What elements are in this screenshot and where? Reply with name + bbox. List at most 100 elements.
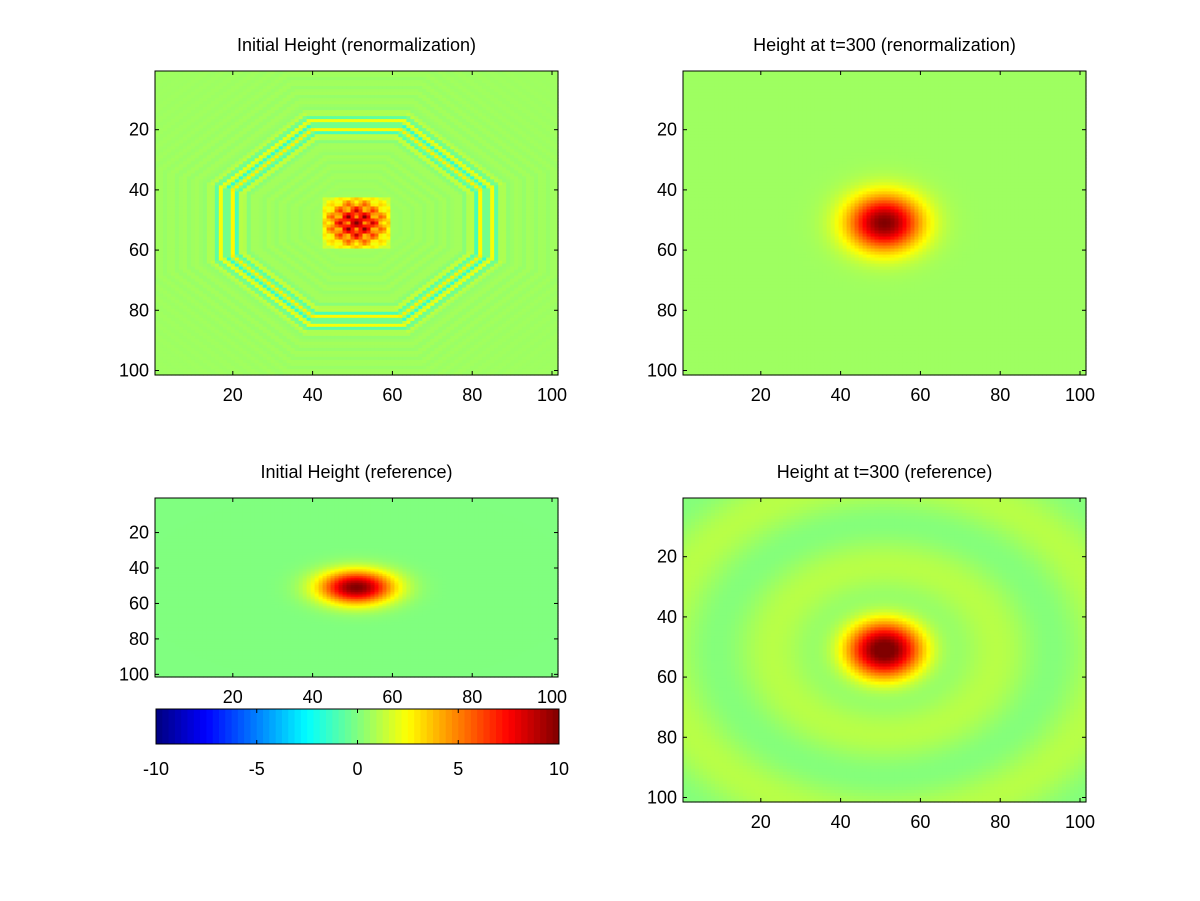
y-tick-label: 60	[657, 667, 677, 687]
colorbar-tick-label: 0	[352, 759, 362, 779]
colorbar-swatch	[414, 709, 421, 744]
y-tick-label: 100	[119, 664, 149, 684]
x-tick-label: 20	[223, 385, 243, 405]
axes-frame	[154, 497, 559, 678]
colorbar-swatch	[382, 709, 390, 744]
colorbar-swatch	[181, 709, 188, 744]
heatmap-cells	[155, 71, 559, 376]
x-tick-label: 20	[223, 687, 243, 707]
heatmap-cells	[155, 498, 559, 678]
colorbar-swatch	[407, 709, 415, 744]
x-tick-label: 100	[537, 687, 567, 707]
colorbar-swatch	[218, 709, 226, 744]
colorbar-swatch	[401, 709, 409, 744]
colorbar-swatch	[225, 709, 233, 744]
y-tick-label: 80	[657, 300, 677, 320]
colorbar-swatch	[351, 709, 358, 744]
colorbar-swatch	[496, 709, 503, 744]
heatmap-panel-4: 20 40 60 80 100 20 40 60 80 100 Height at t=300 (r…	[647, 462, 1095, 832]
y-tick-label: 60	[129, 240, 149, 260]
colorbar-swatch	[294, 709, 302, 744]
colorbar-swatch	[307, 709, 314, 744]
axes-frame	[682, 497, 1087, 803]
x-tick-label: 60	[910, 385, 930, 405]
y-tick-label: 100	[119, 360, 149, 380]
colorbar-swatch	[420, 709, 428, 744]
colorbar-swatch	[527, 709, 535, 744]
colorbar-swatch	[168, 709, 176, 744]
colorbar-swatch	[552, 709, 560, 744]
y-tick-label: 100	[647, 360, 677, 380]
colorbar-swatch	[231, 709, 239, 744]
chart-title: Initial Height (renormalization)	[237, 35, 476, 55]
colorbar-swatch	[521, 709, 529, 744]
y-tick-label: 80	[129, 300, 149, 320]
colorbar-swatch	[546, 709, 554, 744]
colorbar-swatch	[514, 709, 522, 744]
y-tick-label: 20	[657, 547, 677, 567]
colorbar-swatch	[533, 709, 541, 744]
colorbar-tick-label: -10	[143, 759, 169, 779]
colorbar-swatch	[426, 709, 434, 744]
x-tick-label: 60	[910, 812, 930, 832]
colorbar-swatch	[477, 709, 484, 744]
colorbar-swatch	[376, 709, 384, 744]
colorbar-swatch	[200, 709, 207, 744]
x-tick-label: 100	[1065, 385, 1095, 405]
colorbar-swatch	[502, 709, 510, 744]
colorbar-swatch	[244, 709, 251, 744]
x-tick-label: 80	[462, 385, 482, 405]
colorbar-swatch	[212, 709, 220, 744]
colorbar-swatch	[439, 709, 447, 744]
x-tick-label: 20	[751, 812, 771, 832]
colorbar-swatch	[275, 709, 283, 744]
axes-frame	[154, 70, 559, 376]
colorbar-swatch	[433, 709, 440, 744]
y-tick-label: 20	[129, 120, 149, 140]
colorbar-swatch	[256, 709, 264, 744]
x-tick-label: 100	[537, 385, 567, 405]
colorbar-swatch	[237, 709, 245, 744]
y-tick-label: 20	[657, 120, 677, 140]
colorbar-swatch	[206, 709, 214, 744]
colorbar-swatch	[156, 709, 163, 744]
colorbar-swatch	[395, 709, 403, 744]
x-tick-label: 60	[382, 385, 402, 405]
x-tick-label: 100	[1065, 812, 1095, 832]
colorbar-swatch	[313, 709, 321, 744]
heatmap-cells	[683, 498, 1087, 803]
y-tick-label: 40	[657, 180, 677, 200]
x-tick-label: 40	[303, 687, 323, 707]
colorbar-swatch	[288, 709, 296, 744]
colorbar-tick-label: 5	[453, 759, 463, 779]
x-tick-label: 80	[990, 812, 1010, 832]
colorbar-swatch	[363, 709, 371, 744]
colorbar-swatch	[269, 709, 277, 744]
colorbar-swatch	[319, 709, 327, 744]
axes-frame	[682, 70, 1087, 376]
y-tick-label: 40	[129, 180, 149, 200]
colorbar-swatch	[162, 709, 170, 744]
x-tick-label: 40	[831, 812, 851, 832]
heatmap-panel-3: 20 40 60 80 100 20 40 60 80 100 Initial Height (re…	[119, 462, 567, 707]
chart-title: Height at t=300 (reference)	[777, 462, 993, 482]
heatmap-panel-2: 20 40 60 80 100 20 40 60 80 100 Height at t=300 (r…	[647, 35, 1095, 405]
colorbar-swatch	[370, 709, 377, 744]
colorbar-tick-label: 10	[549, 759, 569, 779]
x-tick-label: 40	[831, 385, 851, 405]
x-tick-label: 20	[751, 385, 771, 405]
colorbar-swatch	[344, 709, 352, 744]
colorbar: -10 -5 0 5 10	[143, 708, 569, 779]
heatmap-panel-1: 20 40 60 80 100 20 40 60 80 100 Initial Height (re…	[119, 35, 567, 405]
colorbar-swatch	[281, 709, 289, 744]
colorbar-swatch	[470, 709, 478, 744]
heatmap-cells	[683, 71, 1087, 376]
colorbar-swatch	[464, 709, 472, 744]
colorbar-swatch	[445, 709, 453, 744]
colorbar-swatch	[187, 709, 195, 744]
chart-title: Initial Height (reference)	[260, 462, 452, 482]
colorbar-swatch	[451, 709, 459, 744]
chart-title: Height at t=300 (renormalization)	[753, 35, 1016, 55]
colorbar-swatch	[300, 709, 308, 744]
